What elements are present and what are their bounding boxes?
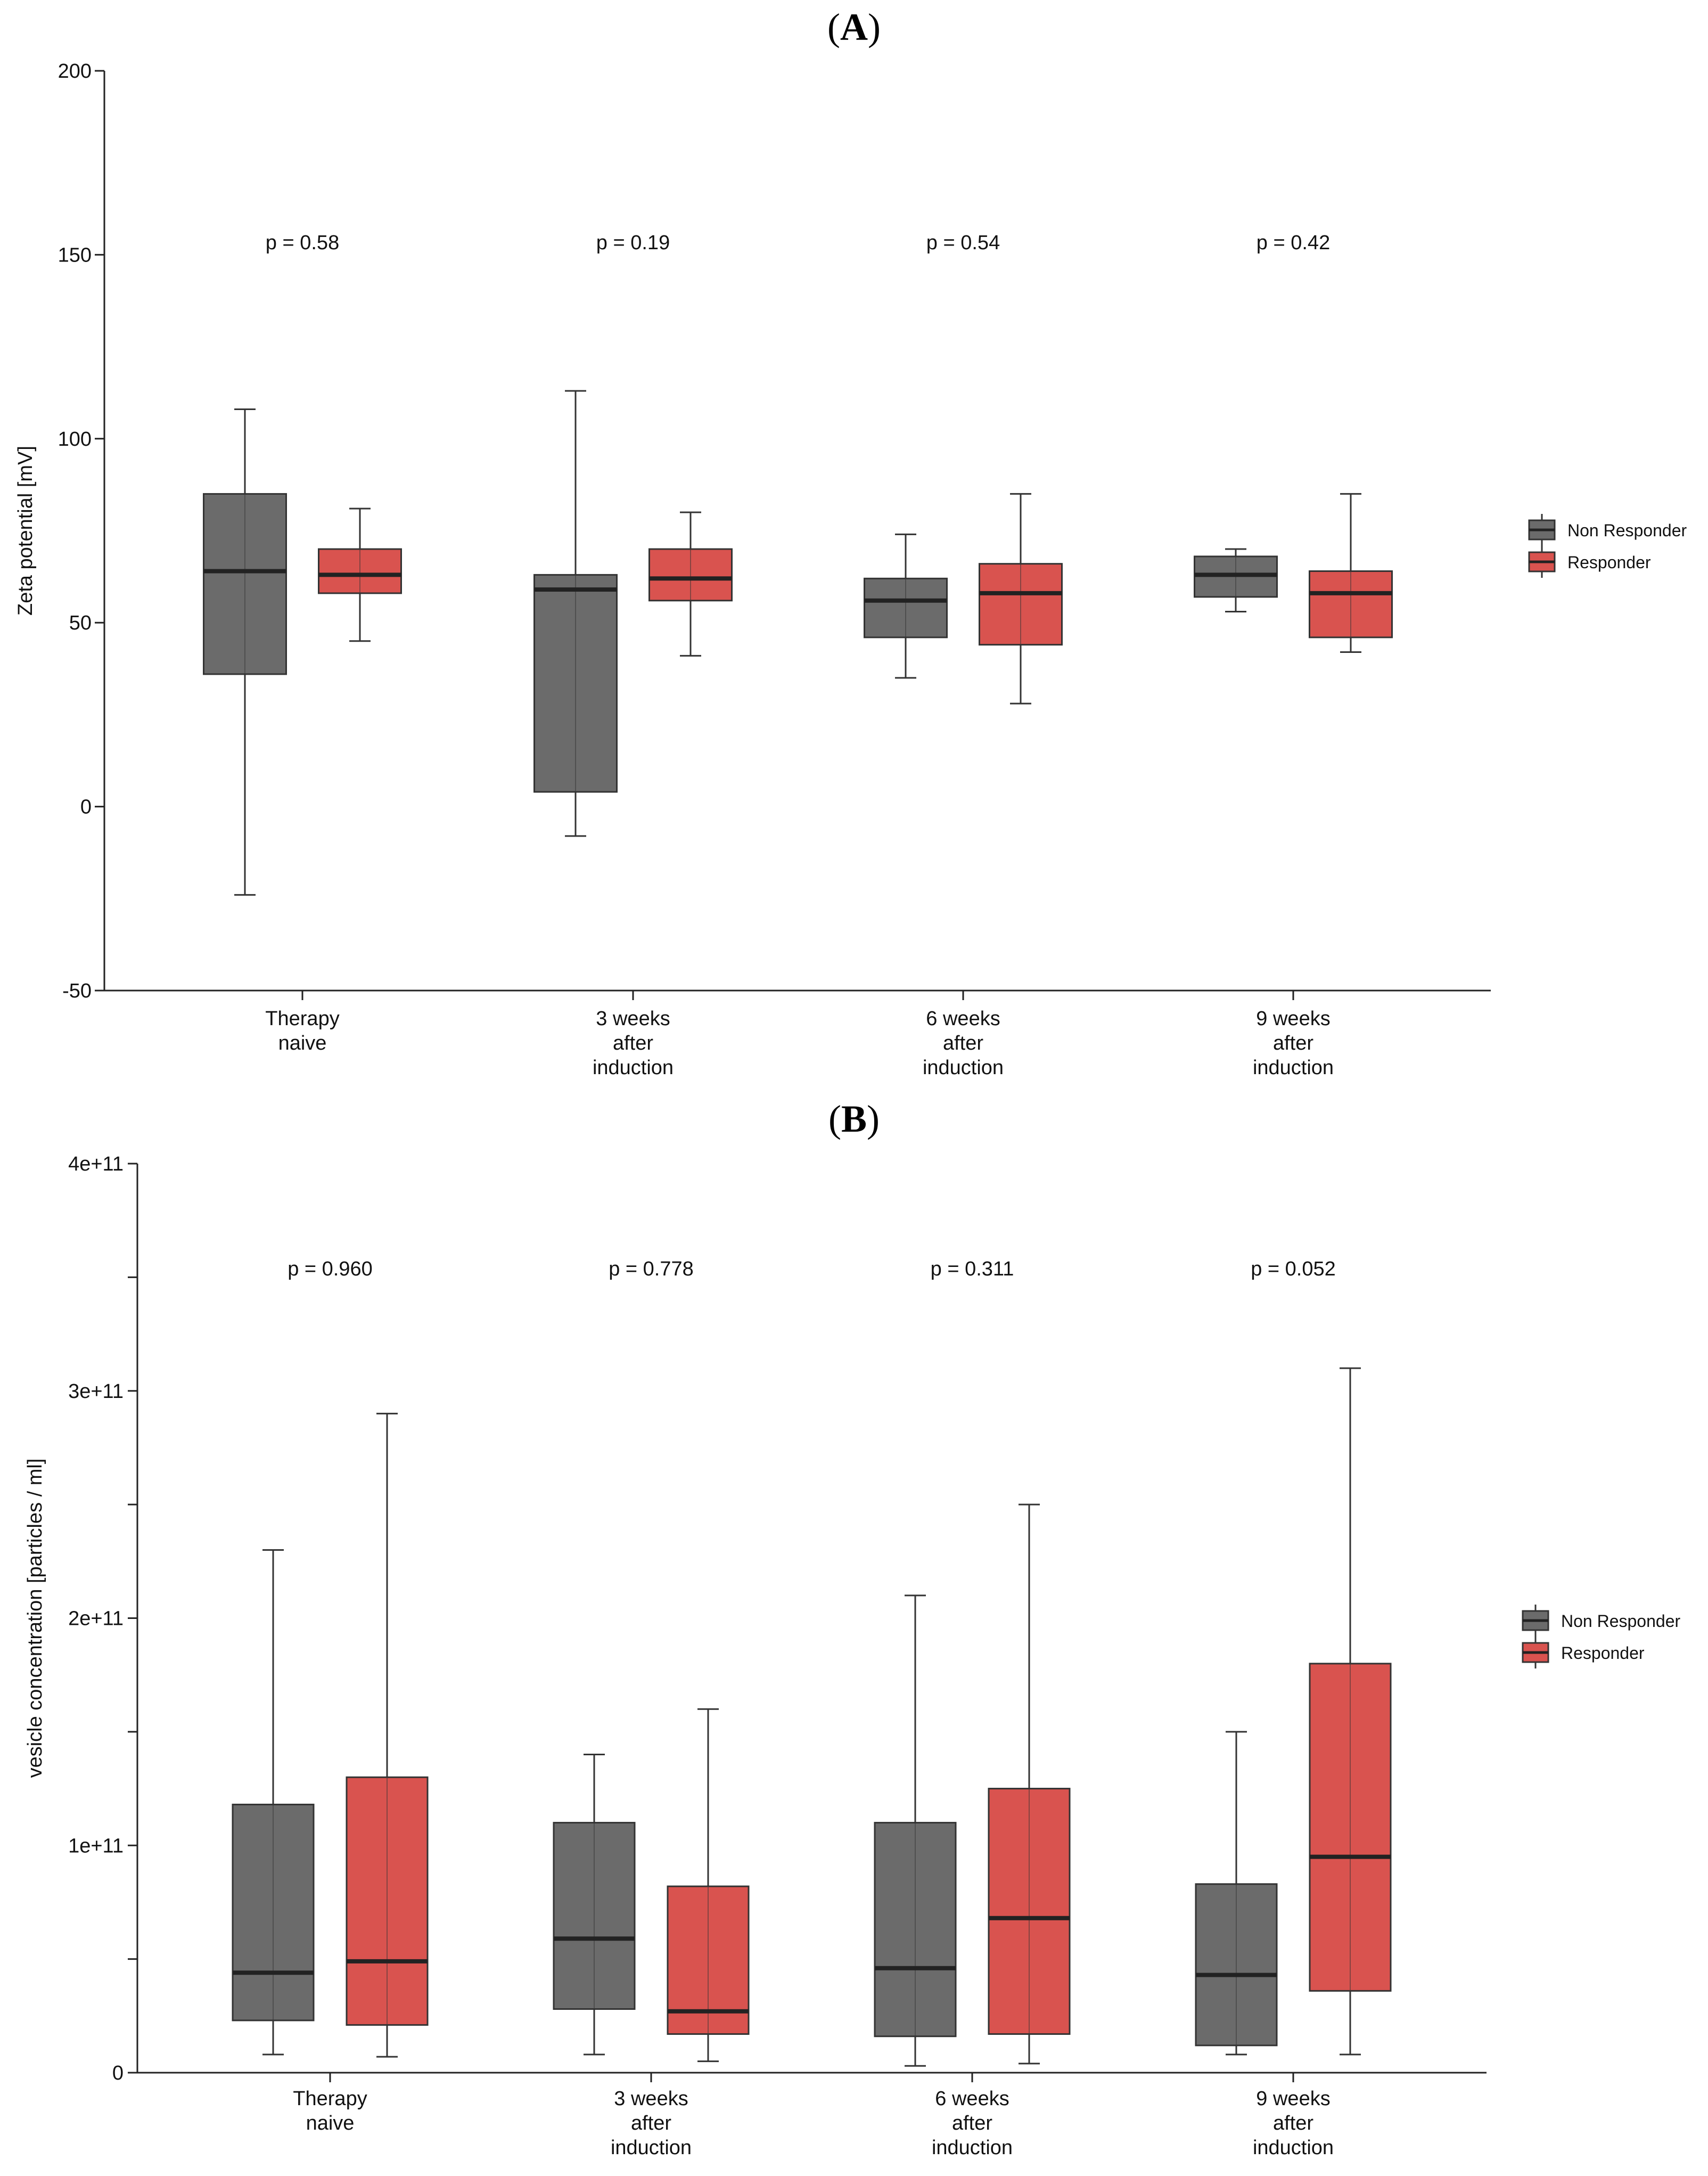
b-xtick-label: after bbox=[631, 2112, 671, 2134]
b-ytick-label: 1e+11 bbox=[68, 1835, 124, 1857]
a-ytick-label: 200 bbox=[58, 60, 92, 83]
a-xtick-label: after bbox=[613, 1032, 653, 1054]
a-ytick-label: 100 bbox=[58, 428, 92, 451]
b-ytick-label: 3e+11 bbox=[68, 1380, 124, 1403]
b-y-axis-label: vesicle concentration [particles / ml] bbox=[24, 1459, 46, 1778]
b-xtick-label: after bbox=[1273, 2112, 1313, 2134]
a-p-value: p = 0.19 bbox=[596, 232, 670, 254]
a-y-axis-label: Zeta potential [mV] bbox=[14, 446, 37, 616]
legend-label-nonresponder: Non Responder bbox=[1561, 1611, 1680, 1631]
b-xtick-label: induction bbox=[1253, 2137, 1334, 2159]
panel-b-label: (B) bbox=[828, 1098, 880, 1140]
a-p-value: p = 0.58 bbox=[266, 232, 339, 254]
a-xtick-label: induction bbox=[1253, 1057, 1334, 1079]
b-ytick-label: 0 bbox=[112, 2062, 124, 2084]
panel-b: (B) 0 1e+11 2e+11 3e+11 4e+11 vesicle concent… bbox=[0, 1086, 1708, 2176]
b-xtick-label: 6 weeks bbox=[935, 2088, 1009, 2110]
a-xtick-label: 9 weeks bbox=[1256, 1008, 1330, 1030]
a-xtick-label: after bbox=[943, 1032, 983, 1054]
a-ytick-label: 0 bbox=[80, 796, 92, 819]
b-xtick-label: Therapy bbox=[293, 2088, 367, 2110]
legend-label-responder: Responder bbox=[1567, 553, 1651, 572]
a-ytick-label: 50 bbox=[69, 612, 92, 634]
b-p-value: p = 0.960 bbox=[288, 1258, 373, 1280]
b-p-value: p = 0.778 bbox=[609, 1258, 694, 1280]
a-xtick-label: 6 weeks bbox=[926, 1008, 1000, 1030]
a-p-value: p = 0.54 bbox=[926, 232, 1000, 254]
a-ytick-label: -50 bbox=[62, 980, 92, 1002]
b-ytick-label: 4e+11 bbox=[68, 1153, 124, 1175]
b-xtick-label: naive bbox=[306, 2112, 355, 2134]
a-p-value: p = 0.42 bbox=[1257, 232, 1330, 254]
chart-b: 0 1e+11 2e+11 3e+11 4e+11 vesicle concentrati… bbox=[24, 1153, 1680, 2159]
a-xtick-label: Therapy bbox=[265, 1008, 339, 1030]
legend-label-nonresponder: Non Responder bbox=[1567, 521, 1687, 540]
a-xtick-label: after bbox=[1273, 1032, 1313, 1054]
chart-a: -50 0 50 100 150 200 Zeta potential [mV] Therap… bbox=[14, 60, 1687, 1079]
a-xtick-label: naive bbox=[278, 1032, 327, 1054]
panel-a: (A) -50 0 50 100 150 200 Zeta potential [mV] Th… bbox=[0, 0, 1708, 1086]
b-xtick-label: after bbox=[952, 2112, 992, 2134]
b-ytick-label: 2e+11 bbox=[68, 1608, 124, 1630]
b-xtick-label: induction bbox=[611, 2137, 692, 2159]
b-xtick-label: 9 weeks bbox=[1256, 2088, 1330, 2110]
a-ytick-label: 150 bbox=[58, 244, 92, 266]
legend-label-responder: Responder bbox=[1561, 1643, 1645, 1663]
b-xtick-label: 3 weeks bbox=[614, 2088, 688, 2110]
b-p-value: p = 0.311 bbox=[931, 1258, 1014, 1280]
a-xtick-label: 3 weeks bbox=[596, 1008, 670, 1030]
a-xtick-label: induction bbox=[593, 1057, 674, 1079]
b-xtick-label: induction bbox=[932, 2137, 1013, 2159]
panel-a-label: (A) bbox=[827, 6, 881, 48]
a-xtick-label: induction bbox=[923, 1057, 1004, 1079]
b-p-value: p = 0.052 bbox=[1251, 1258, 1336, 1280]
